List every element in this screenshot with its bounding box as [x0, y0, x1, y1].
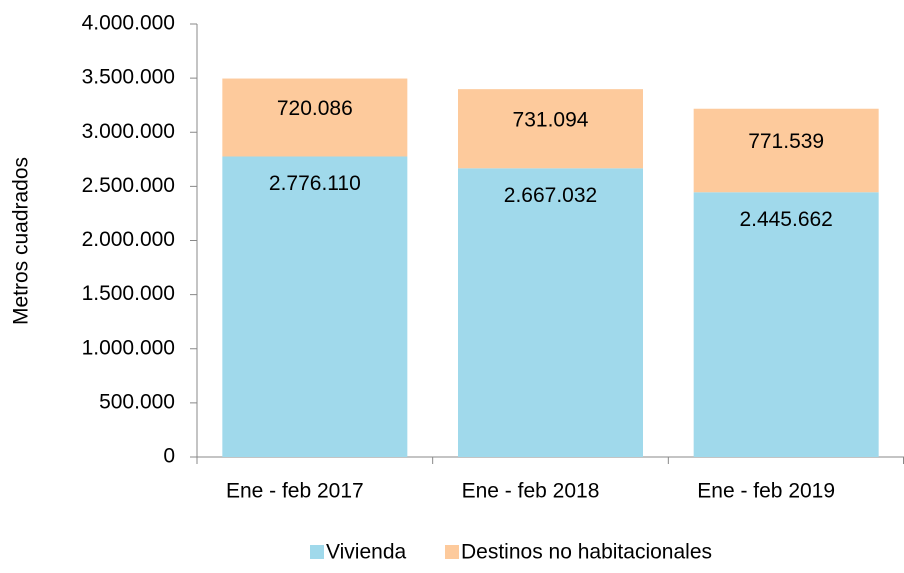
legend-swatch [445, 545, 459, 559]
x-tick-label: Ene - feb 2017 [226, 480, 364, 503]
bar-segment [222, 78, 408, 157]
x-tick-label: Ene - feb 2019 [697, 480, 835, 503]
value-label: 731.094 [513, 108, 589, 131]
y-tick-label: 4.000.000 [82, 12, 175, 35]
value-label: 720.086 [277, 97, 353, 120]
y-tick-label: 2.000.000 [82, 228, 175, 251]
legend-label: Vivienda [326, 541, 406, 564]
y-tick-label: 1.500.000 [82, 282, 175, 305]
y-tick-label: 3.500.000 [82, 66, 175, 89]
y-tick-label: 3.000.000 [82, 120, 175, 143]
y-tick-label: 1.000.000 [82, 336, 175, 359]
bar-segment [222, 156, 408, 458]
bar-segment [458, 168, 643, 457]
y-tick-label: 500.000 [99, 390, 175, 413]
bar-segment [458, 89, 643, 169]
bar-segment [693, 192, 879, 458]
y-axis-label: Metros cuadrados [10, 157, 33, 325]
value-label: 2.445.662 [739, 208, 832, 231]
legend-label: Destinos no habitacionales [461, 541, 712, 564]
y-tick-label: 2.500.000 [82, 174, 175, 197]
legend-swatch [310, 545, 324, 559]
bar-segment [693, 108, 879, 193]
y-tick-label: 0 [163, 445, 175, 468]
value-label: 2.776.110 [269, 172, 361, 195]
value-label: 771.539 [748, 130, 824, 153]
value-label: 2.667.032 [504, 184, 597, 207]
x-tick-label: Ene - feb 2018 [462, 480, 600, 503]
